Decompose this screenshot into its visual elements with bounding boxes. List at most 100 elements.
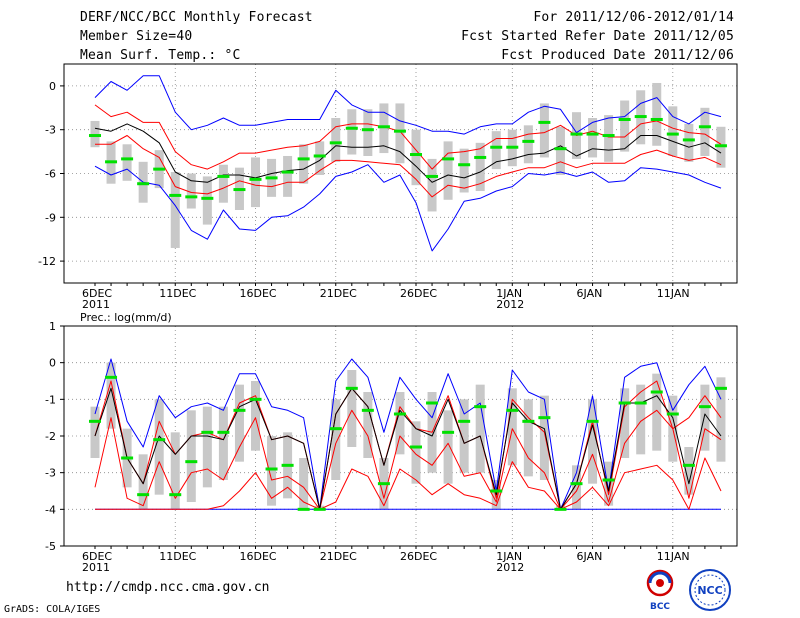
ensemble-box bbox=[523, 399, 533, 477]
grads-credit: GrADS: COLA/IGES bbox=[4, 604, 101, 615]
lower-line bbox=[95, 135, 722, 198]
ensemble-box bbox=[475, 384, 485, 473]
x-tick-year: 2012 bbox=[496, 298, 524, 311]
ensemble-box bbox=[684, 123, 694, 162]
x-tick-label: 6JAN bbox=[577, 550, 603, 563]
ensemble-box bbox=[539, 395, 549, 480]
ensemble-box bbox=[443, 141, 453, 200]
y-tick-label: 1 bbox=[49, 320, 56, 333]
y-tick-label: -12 bbox=[38, 255, 56, 268]
x-tick-label: 11JAN bbox=[657, 550, 690, 563]
y-tick-label: -4 bbox=[45, 503, 56, 516]
x-tick-label: 26DEC bbox=[400, 287, 437, 300]
ensemble-box bbox=[218, 406, 228, 480]
ensemble-box bbox=[443, 410, 453, 484]
ensemble-box bbox=[411, 129, 421, 186]
ensemble-box bbox=[122, 144, 132, 181]
figure-title: DERF/NCC/BCC Monthly Forecast bbox=[80, 10, 313, 25]
lower-line bbox=[94, 409, 722, 510]
upper-line bbox=[94, 104, 722, 170]
ensemble-box bbox=[604, 115, 614, 162]
forecast-period: For 2011/12/06-2012/01/14 bbox=[533, 10, 734, 25]
x-tick-label: 21DEC bbox=[320, 550, 357, 563]
mean-line bbox=[94, 123, 722, 183]
ensemble-box bbox=[555, 126, 565, 175]
ensemble-box bbox=[491, 131, 501, 170]
ensemble-box bbox=[202, 406, 212, 488]
mean-line bbox=[94, 387, 722, 510]
bcc-logo-icon: BCC bbox=[646, 569, 674, 612]
ncc-logo-icon: NCC bbox=[689, 569, 731, 611]
ensemble-box bbox=[427, 158, 437, 212]
variable-label: Mean Surf. Temp.: °C bbox=[80, 48, 241, 63]
x-tick-label: 1JAN bbox=[496, 287, 522, 300]
p10-line bbox=[95, 457, 722, 510]
ensemble-box bbox=[716, 377, 726, 462]
ensemble-box bbox=[186, 410, 196, 502]
member-size-label: Member Size=40 bbox=[80, 29, 193, 44]
x-tick-label: 26DEC bbox=[400, 550, 437, 563]
ncc-logo-text: NCC bbox=[697, 584, 722, 597]
produced-date: Fcst Produced Date 2011/12/06 bbox=[501, 48, 734, 63]
ensemble-box bbox=[459, 399, 469, 473]
max-line bbox=[94, 75, 722, 135]
ensemble-box bbox=[154, 399, 164, 495]
ensemble-box bbox=[363, 109, 373, 156]
ensemble-box bbox=[604, 461, 614, 506]
x-tick-label: 6JAN bbox=[577, 287, 603, 300]
ensemble-box bbox=[507, 388, 517, 466]
ensemble-box bbox=[523, 125, 533, 164]
ensemble-box bbox=[636, 384, 646, 455]
x-tick-year: 2011 bbox=[82, 561, 110, 574]
ensemble-box bbox=[684, 447, 694, 495]
x-tick-label: 11DEC bbox=[159, 550, 196, 563]
y-tick-label: 0 bbox=[49, 357, 56, 370]
ensemble-box bbox=[668, 106, 678, 156]
ensemble-box bbox=[299, 458, 309, 510]
ensemble-box bbox=[170, 432, 180, 510]
y-tick-label: -3 bbox=[45, 467, 56, 480]
x-tick-year: 2011 bbox=[82, 298, 110, 311]
ensemble-box bbox=[411, 421, 421, 484]
institute-logos: BCC NCC bbox=[646, 569, 731, 612]
y-tick-label: -9 bbox=[45, 211, 56, 224]
ensemble-box bbox=[331, 118, 341, 162]
ensemble-box bbox=[363, 392, 373, 458]
ensemble-box bbox=[106, 362, 116, 429]
y-tick-label: -1 bbox=[45, 393, 56, 406]
y-tick-label: -5 bbox=[45, 540, 56, 553]
ensemble-box bbox=[588, 118, 598, 158]
x-tick-label: 11JAN bbox=[657, 287, 690, 300]
ensemble-box bbox=[315, 141, 325, 175]
ensemble-box bbox=[331, 399, 341, 480]
ensemble-box bbox=[347, 370, 357, 447]
ensemble-box bbox=[283, 155, 293, 197]
ensemble-box bbox=[267, 436, 277, 506]
y-tick-label: -6 bbox=[45, 168, 56, 181]
x-tick-year: 2012 bbox=[496, 561, 524, 574]
ensemble-box bbox=[299, 144, 309, 184]
x-tick-label: 1JAN bbox=[496, 550, 522, 563]
ensemble-box bbox=[459, 148, 469, 193]
ensemble-box bbox=[700, 107, 710, 156]
ensemble-box bbox=[652, 82, 662, 146]
x-tick-label: 6DEC bbox=[82, 287, 112, 300]
y-tick-label: -2 bbox=[45, 430, 56, 443]
started-date: Fcst Started Refer Date 2011/12/05 bbox=[461, 29, 734, 44]
ensemble-box bbox=[395, 103, 405, 164]
source-url[interactable]: http://cmdp.ncc.cma.gov.cn bbox=[66, 580, 270, 595]
y-tick-label: -3 bbox=[45, 124, 56, 137]
ensemble-box bbox=[620, 100, 630, 152]
ensemble-box bbox=[588, 399, 598, 484]
ensemble-box bbox=[251, 157, 260, 208]
x-tick-label: 21DEC bbox=[320, 287, 357, 300]
ensemble-box bbox=[90, 406, 100, 458]
ensemble-box bbox=[539, 103, 549, 158]
ensemble-box bbox=[138, 454, 148, 510]
ensemble-box bbox=[620, 388, 630, 458]
x-tick-label: 6DEC bbox=[82, 550, 112, 563]
